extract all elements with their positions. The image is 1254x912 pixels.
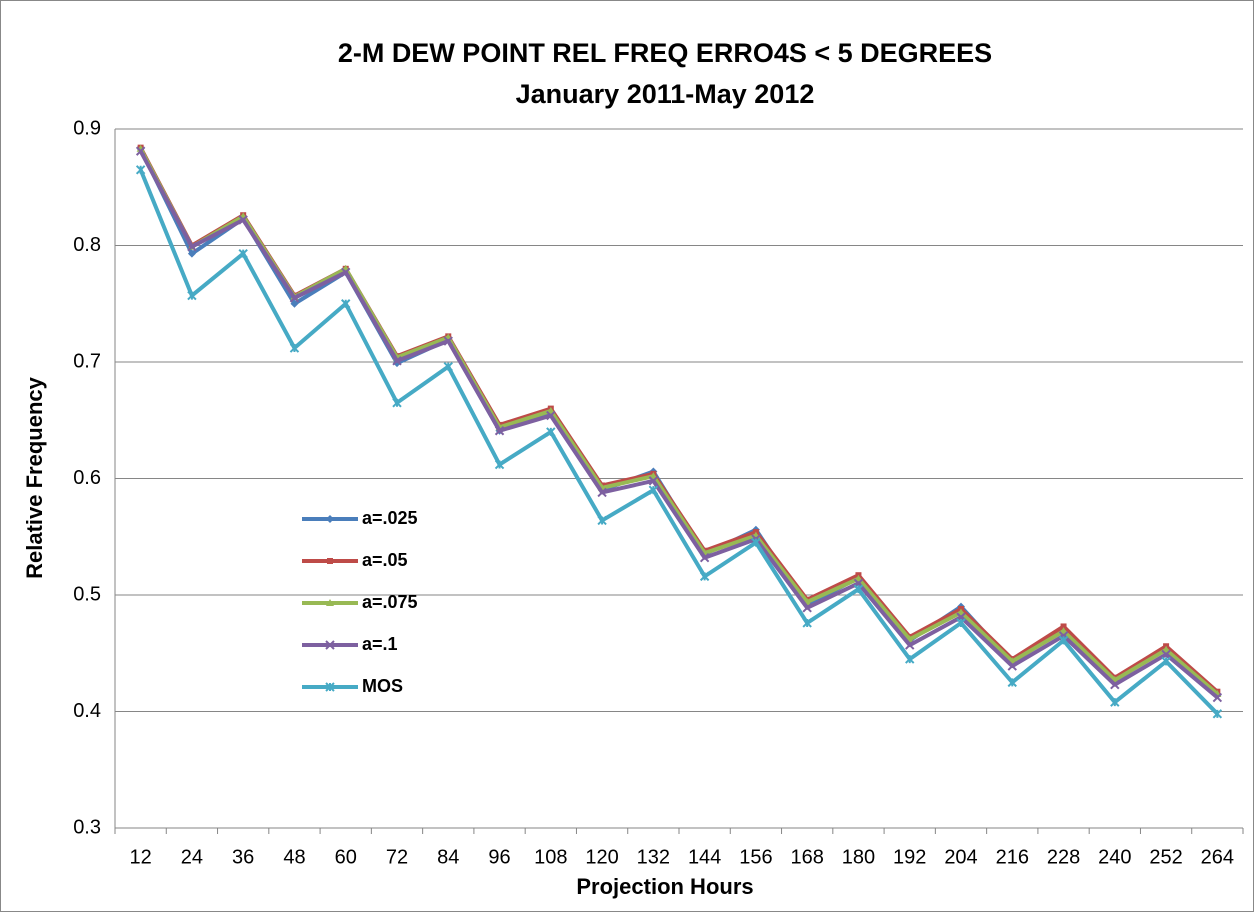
marker bbox=[392, 398, 402, 408]
marker bbox=[597, 487, 607, 498]
marker bbox=[905, 654, 915, 664]
x-tick-label: 84 bbox=[437, 846, 459, 868]
y-tick-label: 0.5 bbox=[73, 583, 101, 605]
x-tick-label: 168 bbox=[790, 846, 823, 868]
y-tick-label: 0.8 bbox=[73, 234, 101, 256]
y-tick-label: 0.6 bbox=[73, 467, 101, 489]
x-tick-label: 108 bbox=[534, 846, 567, 868]
marker bbox=[494, 459, 505, 470]
y-tick-label: 0.9 bbox=[73, 117, 101, 139]
marker bbox=[289, 343, 300, 353]
marker bbox=[546, 410, 556, 421]
marker bbox=[1161, 656, 1171, 667]
marker bbox=[327, 558, 333, 564]
series-line bbox=[138, 147, 1219, 696]
x-tick-label: 192 bbox=[893, 846, 926, 868]
marker bbox=[289, 293, 300, 303]
marker bbox=[699, 553, 710, 563]
marker bbox=[135, 165, 146, 175]
marker bbox=[443, 336, 453, 346]
x-tick-label: 60 bbox=[335, 846, 357, 868]
legend-label: MOS bbox=[362, 676, 403, 696]
marker bbox=[135, 146, 146, 156]
marker bbox=[597, 515, 607, 526]
chart-title: 2-M DEW POINT REL FREQ ERRO4S < 5 DEGREE… bbox=[338, 38, 992, 68]
legend-label: a=.025 bbox=[362, 508, 418, 528]
marker bbox=[326, 515, 334, 523]
marker bbox=[1212, 709, 1223, 719]
marker bbox=[392, 356, 402, 366]
marker bbox=[1058, 635, 1069, 646]
marker bbox=[326, 599, 334, 606]
x-tick-label: 24 bbox=[181, 846, 203, 868]
x-tick-label: 12 bbox=[130, 846, 152, 868]
marker bbox=[187, 290, 197, 301]
marker bbox=[290, 299, 299, 308]
marker bbox=[699, 571, 710, 582]
series-line bbox=[138, 169, 1219, 716]
marker bbox=[187, 249, 196, 258]
x-tick-label: 204 bbox=[944, 846, 977, 868]
y-axis-title: Relative Frequency bbox=[22, 376, 47, 579]
marker bbox=[443, 361, 453, 372]
x-axis-title: Projection Hours bbox=[576, 874, 753, 899]
marker bbox=[1161, 649, 1171, 660]
marker bbox=[341, 299, 351, 309]
marker bbox=[325, 682, 335, 692]
marker bbox=[1110, 697, 1120, 707]
y-tick-label: 0.3 bbox=[73, 816, 101, 838]
series-line bbox=[138, 150, 1219, 700]
x-tick-label: 228 bbox=[1047, 846, 1080, 868]
x-tick-label: 48 bbox=[283, 846, 305, 868]
marker bbox=[956, 618, 966, 628]
x-tick-label: 180 bbox=[842, 846, 875, 868]
marker bbox=[648, 476, 659, 486]
x-tick-label: 132 bbox=[637, 846, 670, 868]
marker bbox=[1060, 623, 1067, 630]
legend-label: a=.05 bbox=[362, 550, 408, 570]
marker bbox=[1007, 661, 1017, 671]
x-tick-label: 72 bbox=[386, 846, 408, 868]
x-tick-label: 144 bbox=[688, 846, 721, 868]
marker bbox=[751, 537, 761, 548]
x-tick-label: 264 bbox=[1201, 846, 1234, 868]
marker bbox=[1212, 692, 1223, 703]
x-tick-label: 216 bbox=[996, 846, 1029, 868]
x-tick-label: 156 bbox=[739, 846, 772, 868]
x-tick-label: 240 bbox=[1098, 846, 1131, 868]
marker bbox=[802, 618, 812, 628]
marker bbox=[546, 427, 556, 437]
marker bbox=[494, 426, 505, 436]
chart-subtitle: January 2011-May 2012 bbox=[516, 79, 815, 109]
x-tick-label: 120 bbox=[585, 846, 618, 868]
x-tick-label: 36 bbox=[232, 846, 254, 868]
legend-label: a=.075 bbox=[362, 592, 418, 612]
marker bbox=[187, 241, 197, 252]
marker bbox=[648, 485, 659, 495]
marker bbox=[341, 267, 351, 278]
marker bbox=[238, 248, 248, 259]
x-tick-label: 96 bbox=[488, 846, 510, 868]
marker bbox=[905, 640, 915, 650]
y-tick-label: 0.4 bbox=[73, 700, 101, 722]
marker bbox=[802, 603, 812, 613]
marker bbox=[238, 215, 248, 225]
marker bbox=[325, 640, 335, 650]
x-tick-label: 252 bbox=[1149, 846, 1182, 868]
legend-label: a=.1 bbox=[362, 634, 398, 654]
marker bbox=[1110, 679, 1120, 690]
marker bbox=[853, 584, 864, 594]
marker bbox=[1007, 677, 1017, 688]
y-tick-label: 0.7 bbox=[73, 350, 101, 372]
